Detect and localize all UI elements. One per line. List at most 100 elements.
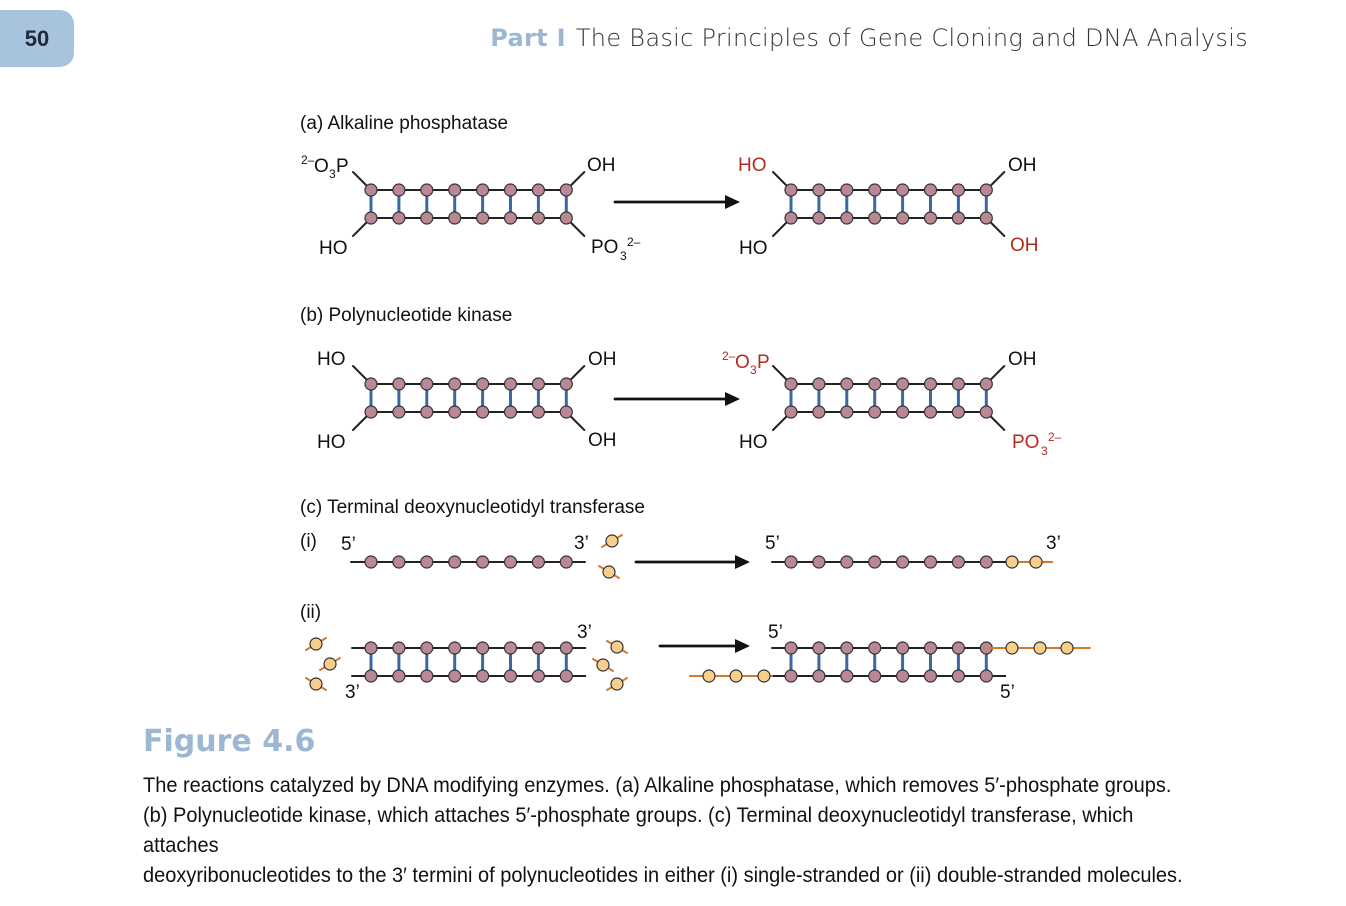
nucleotide bbox=[392, 641, 406, 655]
running-head-title: The Basic Principles of Gene Cloning and… bbox=[575, 24, 1248, 52]
nucleotide bbox=[923, 641, 938, 655]
nucleotide bbox=[868, 183, 882, 197]
nucleotide bbox=[476, 669, 490, 683]
panel-a-right-top-oh: OH bbox=[1008, 155, 1037, 176]
nucleotide bbox=[503, 669, 518, 683]
free-nucleotide bbox=[605, 534, 619, 548]
arrow-b-head bbox=[725, 392, 740, 406]
nucleotide bbox=[951, 211, 966, 225]
nucleotide bbox=[420, 669, 434, 683]
nucleotide bbox=[364, 183, 378, 197]
caption-line-1: The reactions catalyzed by DNA modifying… bbox=[143, 773, 1172, 797]
panel-b-right-top-oh: OH bbox=[1008, 349, 1037, 370]
added-nucleotide bbox=[1033, 641, 1047, 655]
figure-diagram: (a) Alkaline phosphatase 2– O 3 P OH HO … bbox=[300, 113, 1091, 703]
svg-text:PO: PO bbox=[1012, 432, 1039, 453]
svg-text:P: P bbox=[757, 352, 770, 373]
svg-text:P: P bbox=[336, 156, 349, 177]
nucleotide bbox=[840, 211, 854, 225]
nucleotide bbox=[392, 183, 406, 197]
nucleotide bbox=[951, 641, 966, 655]
running-head-part: Part I bbox=[490, 24, 566, 52]
nucleotide bbox=[531, 377, 546, 391]
nucleotide bbox=[951, 405, 966, 419]
nucleotide bbox=[951, 377, 966, 391]
panel-c-i-left-3prime: 3’ bbox=[574, 533, 589, 554]
nucleotide bbox=[812, 377, 826, 391]
added-nucleotide bbox=[1029, 555, 1043, 569]
nucleotide bbox=[951, 183, 966, 197]
nucleotide bbox=[420, 183, 434, 197]
panel-a-right-top-ho: HO bbox=[738, 155, 767, 176]
nucleotide bbox=[951, 669, 966, 683]
nucleotide bbox=[895, 211, 910, 225]
added-nucleotide bbox=[702, 669, 716, 683]
nucleotide bbox=[895, 377, 910, 391]
nucleotide bbox=[868, 555, 882, 569]
nucleotide bbox=[868, 211, 882, 225]
nucleotide bbox=[531, 211, 546, 225]
nucleotide bbox=[923, 211, 938, 225]
panel-c-ii-left-bottom-3prime: 3’ bbox=[345, 682, 360, 703]
nucleotide bbox=[784, 555, 798, 569]
nucleotide bbox=[840, 641, 854, 655]
free-nucleotide bbox=[309, 637, 323, 651]
free-nucleotide bbox=[323, 657, 337, 671]
free-nucleotide bbox=[309, 677, 323, 691]
arrow-c-i-head bbox=[735, 555, 750, 569]
nucleotide bbox=[840, 377, 854, 391]
nucleotide bbox=[559, 405, 573, 419]
nucleotide bbox=[531, 405, 546, 419]
panel-a-left-3prime-phosphate: PO 3 2– bbox=[591, 235, 641, 263]
free-nucleotide bbox=[602, 565, 616, 579]
panel-a-right-bottom-ho: HO bbox=[739, 238, 768, 259]
nucleotide bbox=[503, 555, 518, 569]
added-nucleotide bbox=[1005, 641, 1019, 655]
free-nucleotide bbox=[610, 677, 624, 691]
nucleotide bbox=[868, 377, 882, 391]
svg-text:3: 3 bbox=[750, 363, 757, 377]
svg-text:PO: PO bbox=[591, 237, 618, 258]
svg-text:2–: 2– bbox=[627, 235, 641, 249]
nucleotide bbox=[448, 183, 462, 197]
figure-label: Figure 4.6 bbox=[143, 724, 316, 759]
panel-b-right-5prime-phosphate: 2– O 3 P bbox=[722, 349, 770, 377]
nucleotide bbox=[559, 641, 573, 655]
running-head: Part I The Basic Principles of Gene Cloni… bbox=[490, 24, 1248, 52]
svg-text:3: 3 bbox=[329, 167, 336, 181]
nucleotide bbox=[531, 641, 546, 655]
panel-b-left-bottom-ho: HO bbox=[317, 432, 346, 453]
nucleotide bbox=[895, 669, 910, 683]
nucleotide bbox=[420, 377, 434, 391]
nucleotide bbox=[392, 405, 406, 419]
figure-caption: The reactions catalyzed by DNA modifying… bbox=[143, 770, 1185, 890]
nucleotide bbox=[923, 669, 938, 683]
nucleotide bbox=[448, 405, 462, 419]
added-nucleotide bbox=[1060, 641, 1074, 655]
panel-c-ii-left-top-3prime: 3’ bbox=[577, 622, 592, 643]
panel-a-right-bottom-oh: OH bbox=[1010, 235, 1039, 256]
nucleotide bbox=[895, 555, 910, 569]
panel-a-left-bottom-ho: HO bbox=[319, 238, 348, 259]
nucleotide bbox=[392, 669, 406, 683]
dna-molecules bbox=[305, 171, 1091, 691]
nucleotide bbox=[364, 555, 378, 569]
nucleotide bbox=[531, 555, 546, 569]
nucleotide bbox=[895, 641, 910, 655]
panel-c-ii-right-top-5prime: 5’ bbox=[768, 622, 783, 643]
arrow-a-head bbox=[725, 195, 740, 209]
panel-c-i-right-5prime: 5’ bbox=[765, 533, 780, 554]
panel-b-left-top-oh: OH bbox=[588, 349, 617, 370]
nucleotide bbox=[559, 555, 573, 569]
nucleotide bbox=[895, 405, 910, 419]
nucleotide bbox=[503, 641, 518, 655]
nucleotide bbox=[784, 183, 798, 197]
nucleotide bbox=[559, 377, 573, 391]
nucleotide bbox=[531, 669, 546, 683]
nucleotide bbox=[420, 405, 434, 419]
nucleotide bbox=[392, 211, 406, 225]
nucleotide bbox=[503, 377, 518, 391]
nucleotide bbox=[840, 669, 854, 683]
nucleotide bbox=[979, 183, 993, 197]
nucleotide bbox=[392, 555, 406, 569]
